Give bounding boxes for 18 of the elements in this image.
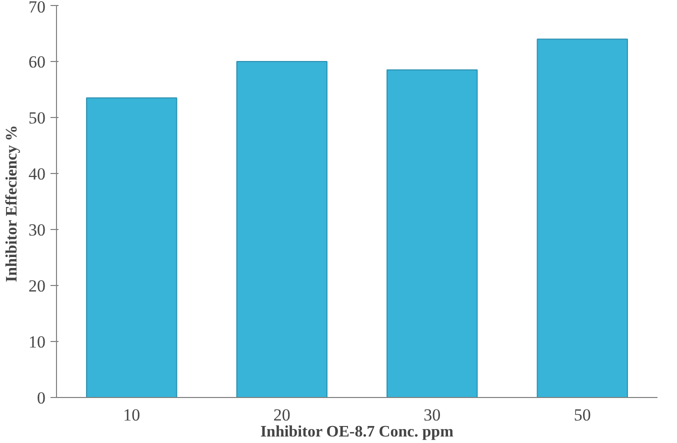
y-axis-title: Inhibitor Effeciency % — [4, 125, 20, 282]
y-tick-label: 30 — [28, 220, 46, 240]
x-tick-label: 50 — [574, 406, 591, 424]
y-tick-label: 20 — [28, 276, 46, 296]
bar — [86, 97, 178, 398]
bar — [386, 69, 478, 398]
y-tick-label: 50 — [28, 108, 46, 128]
x-axis-title: Inhibitor OE-8.7 Conc. ppm — [260, 424, 454, 440]
x-tick-label: 20 — [273, 406, 290, 424]
y-tick-label: 10 — [28, 332, 46, 352]
y-tick-label: 70 — [28, 0, 46, 16]
y-tick-label: 40 — [28, 164, 46, 184]
bar — [236, 61, 328, 398]
x-tick-label: 10 — [123, 406, 140, 424]
y-tick-label: 60 — [28, 52, 46, 72]
bar — [536, 38, 628, 398]
x-tick-label: 30 — [424, 406, 441, 424]
y-tick-label: 0 — [37, 388, 46, 408]
